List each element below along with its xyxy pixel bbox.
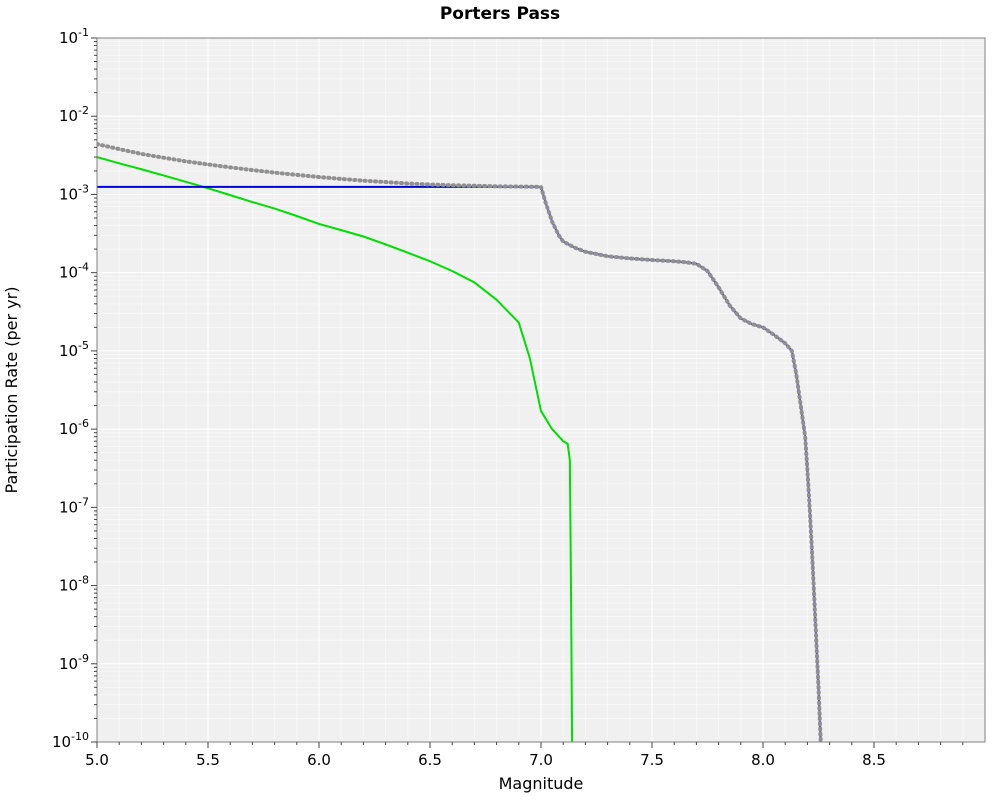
y-axis-label: Participation Rate (per yr) xyxy=(2,287,21,494)
x-tick-label: 7.0 xyxy=(529,751,553,769)
axis-ticks: 5.0 5.5 6.0 6.5 7.0 7.5 8.0 8.5 10-1 10-2 10-3 10-4… xyxy=(52,26,964,769)
y-tick-label: 10-5 xyxy=(59,339,89,360)
green-curve xyxy=(97,156,574,742)
series-group xyxy=(97,142,823,742)
y-tick-label: 10-4 xyxy=(59,261,89,282)
x-tick-label: 6.5 xyxy=(418,751,442,769)
y-tick-label: 10-9 xyxy=(59,652,89,673)
x-tick-label: 8.5 xyxy=(862,751,886,769)
x-tick-label: 8.0 xyxy=(751,751,775,769)
x-tick-label: 5.0 xyxy=(85,751,109,769)
x-tick-label: 7.5 xyxy=(640,751,664,769)
y-tick-label: 10-7 xyxy=(59,495,89,516)
x-tick-label: 6.0 xyxy=(307,751,331,769)
x-tick-label: 5.5 xyxy=(196,751,220,769)
y-tick-label: 10-10 xyxy=(52,730,89,751)
chart-title: Porters Pass xyxy=(440,4,560,24)
plot-layer: 5.0 5.5 6.0 6.5 7.0 7.5 8.0 8.5 10-1 10-2 10-3 10-4… xyxy=(52,26,986,769)
gridlines xyxy=(97,38,985,742)
x-axis-label: Magnitude xyxy=(499,774,584,793)
y-tick-label: 10-8 xyxy=(59,574,89,595)
y-tick-label: 10-1 xyxy=(59,26,89,47)
y-tick-label: 10-3 xyxy=(59,182,89,203)
y-tick-label: 10-6 xyxy=(59,417,89,438)
y-tick-label: 10-2 xyxy=(59,104,89,125)
gray-dotted-curve xyxy=(97,142,823,742)
